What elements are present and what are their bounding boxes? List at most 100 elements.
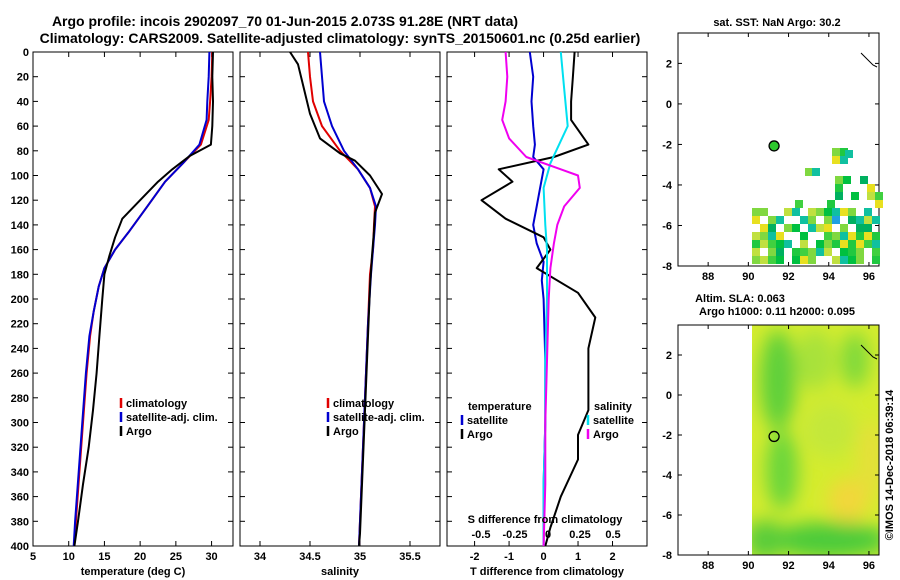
sst-map-title: sat. SST: NaN Argo: 30.2 — [713, 17, 840, 29]
sst-cell — [864, 208, 872, 216]
sst-cell — [824, 232, 832, 240]
salinity-x-tick-label: 34 — [254, 551, 267, 563]
temperature-series-argo — [73, 51, 214, 547]
sst-cell — [760, 224, 768, 232]
legend-label: satellite — [467, 415, 508, 427]
sst-cell — [768, 216, 776, 224]
sst-cell — [752, 248, 760, 256]
depth-tick-label: 220 — [11, 319, 29, 331]
depth-tick-label: 320 — [11, 442, 29, 454]
sst-cell — [872, 256, 880, 264]
sst-cell — [800, 232, 808, 240]
sst-cell — [875, 200, 883, 208]
sst-cell — [784, 240, 792, 248]
sst-cell — [752, 232, 760, 240]
sst-cell — [800, 240, 808, 248]
coastline — [860, 344, 878, 360]
temperature-series-satellite-adj-clim- — [72, 51, 211, 547]
sst-cell — [848, 248, 856, 256]
sst-map-axes: 88 90 92 94 96 2 0 -2 -4 -6 -8 — [662, 33, 879, 283]
sst-cell — [752, 256, 760, 264]
difference-s-tick-label: 0.25 — [569, 529, 590, 541]
legend-label: climatology — [333, 398, 395, 410]
difference-x-tick-label: 1 — [575, 551, 581, 563]
sst-cell — [867, 192, 875, 200]
sla-map-field — [752, 325, 879, 555]
sst-cell — [856, 256, 864, 264]
map-x-tick-label: 92 — [782, 271, 794, 283]
sst-cell — [856, 224, 864, 232]
depth-tick-label: 300 — [11, 418, 29, 430]
depth-tick-label: 180 — [11, 269, 29, 281]
difference-s-tick-label: 0 — [545, 529, 551, 541]
sst-cell — [832, 208, 840, 216]
sst-cell — [835, 192, 843, 200]
sst-cell — [848, 256, 856, 264]
sst-cell — [848, 216, 856, 224]
sst-cell — [776, 240, 784, 248]
temperature-panel: 0 20 40 60 80 100 120 140 160 180 200 220 240 260 280 3… — [11, 47, 234, 578]
map-x-tick-label: 96 — [863, 271, 875, 283]
sst-cell — [824, 224, 832, 232]
sst-cell — [856, 216, 864, 224]
difference-s-tick-label: -0.5 — [472, 529, 491, 541]
sst-cell — [824, 216, 832, 224]
sst-cell — [872, 232, 880, 240]
legend-label: Argo — [126, 426, 152, 438]
sst-cell — [824, 240, 832, 248]
sla-map-title: Altim. SLA: 0.063 — [695, 293, 785, 305]
argo-position-marker — [768, 140, 780, 152]
difference-x-tick-label: -2 — [470, 551, 480, 563]
sst-cell — [752, 240, 760, 248]
sst-cell — [824, 208, 832, 216]
map-x-tick-label: 88 — [702, 271, 714, 283]
sst-cell — [792, 248, 800, 256]
sst-cell — [875, 192, 883, 200]
sla-map-frame — [677, 324, 880, 556]
map-x-tick-label: 96 — [863, 560, 875, 572]
depth-tick-label: 160 — [11, 245, 29, 257]
map-x-tick-label: 94 — [823, 560, 836, 572]
sst-cell — [835, 176, 843, 184]
sst-cell — [832, 148, 840, 156]
sst-cell — [808, 248, 816, 256]
sst-cell — [832, 156, 840, 164]
sst-cell — [832, 256, 840, 264]
sst-cell — [808, 224, 816, 232]
sst-cell — [832, 216, 840, 224]
sla-map-axes: 88 90 92 94 96 2 0 -2 -4 -6 -8 — [662, 325, 879, 572]
legend-title-salinity: salinity — [594, 401, 633, 413]
sst-cell — [760, 208, 768, 216]
difference-x-tick-label: -1 — [504, 551, 514, 563]
sst-cell — [843, 176, 851, 184]
sst-cell — [856, 248, 864, 256]
map-y-tick-label: -4 — [662, 470, 673, 482]
sst-cell — [856, 240, 864, 248]
legend-label: satellite-adj. clim. — [333, 412, 425, 424]
depth-tick-label: 60 — [17, 121, 29, 133]
sst-cell — [792, 256, 800, 264]
temperature-x-tick-label: 5 — [30, 551, 36, 563]
sst-cell — [856, 232, 864, 240]
temperature-axes-frame — [32, 51, 234, 547]
sst-cell — [808, 208, 816, 216]
depth-tick-label: 400 — [11, 541, 29, 553]
temperature-x-tick-label: 20 — [134, 551, 146, 563]
sst-cell — [805, 168, 813, 176]
sst-cell — [840, 248, 848, 256]
sst-cell — [824, 248, 832, 256]
sst-cell — [792, 208, 800, 216]
legend-label: Argo — [333, 426, 359, 438]
sst-cell — [776, 256, 784, 264]
sst-cell — [812, 168, 820, 176]
sst-cell — [872, 248, 880, 256]
depth-tick-label: 240 — [11, 343, 29, 355]
sst-cell — [864, 232, 872, 240]
legend-label: Argo — [467, 429, 493, 441]
sst-cell — [827, 200, 835, 208]
sst-cell — [840, 232, 848, 240]
sst-cell — [832, 232, 840, 240]
depth-tick-label: 120 — [11, 195, 29, 207]
sst-cell — [816, 224, 824, 232]
